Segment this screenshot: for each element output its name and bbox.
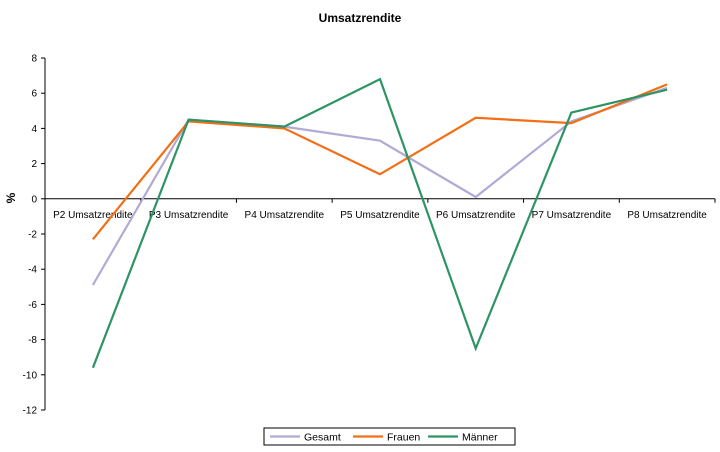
y-tick-label: -4 bbox=[28, 265, 37, 276]
y-tick-label: 8 bbox=[31, 54, 37, 65]
series-lines bbox=[91, 77, 668, 369]
x-tick-label: P5 Umsatzrendite bbox=[340, 210, 420, 221]
x-tick-label: P8 Umsatzrendite bbox=[627, 210, 707, 221]
legend-label: Frauen bbox=[387, 432, 420, 444]
y-tick-label: 4 bbox=[31, 124, 37, 135]
x-tick-label: P6 Umsatzrendite bbox=[436, 210, 516, 221]
y-tick-label: -10 bbox=[23, 370, 38, 381]
x-tick-label: P3 Umsatzrendite bbox=[149, 210, 229, 221]
legend-label: Gesamt bbox=[304, 432, 341, 444]
axes: -12 -10 -8 -6 -4 -2 0 2 4 6 8 P2 Umsatzrendite P3 Um… bbox=[23, 54, 716, 417]
y-tick-label: -8 bbox=[28, 335, 37, 346]
series-line-gesamt bbox=[91, 86, 668, 286]
chart-title: Umsatzrendite bbox=[319, 11, 402, 25]
legend-box bbox=[263, 427, 516, 446]
x-tick-label: P4 Umsatzrendite bbox=[245, 210, 325, 221]
y-tick-label: 6 bbox=[31, 89, 37, 100]
legend: Gesamt Frauen Männer bbox=[263, 427, 516, 446]
y-axis-label: % bbox=[4, 192, 18, 203]
series-line-männer bbox=[91, 77, 668, 369]
y-tick-label: 0 bbox=[31, 194, 37, 205]
x-tick-label: P7 Umsatzrendite bbox=[532, 210, 612, 221]
x-tick-label: P2 Umsatzrendite bbox=[53, 210, 133, 221]
y-tick-label: -2 bbox=[28, 230, 37, 241]
y-tick-label: -12 bbox=[23, 406, 38, 417]
y-tick-label: 2 bbox=[31, 159, 37, 170]
y-tick-label: -6 bbox=[28, 300, 37, 311]
legend-label: Männer bbox=[462, 432, 498, 444]
